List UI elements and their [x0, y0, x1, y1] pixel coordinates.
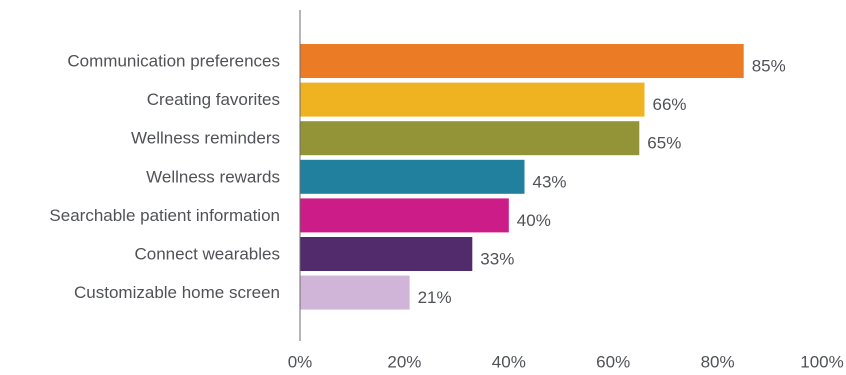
bar-6 [300, 237, 473, 271]
bar-7 [300, 275, 410, 310]
category-label: Wellness rewards [146, 167, 280, 186]
category-label: Wellness reminders [131, 129, 280, 148]
bar-2 [300, 82, 645, 117]
bar-1 [300, 44, 744, 78]
value-label: 43% [533, 172, 567, 191]
x-tick-label: 20% [387, 353, 421, 372]
category-label: Connect wearables [134, 245, 280, 264]
category-label: Searchable patient information [49, 206, 280, 225]
bar-4 [300, 159, 525, 194]
value-label: 40% [517, 211, 551, 230]
category-label: Communication preferences [67, 52, 280, 71]
value-label: 21% [418, 288, 452, 307]
x-tick-label: 80% [701, 353, 735, 372]
bar-5 [300, 198, 509, 233]
x-ticks-group: 0% 20% 40% 60% 80% 100% [288, 353, 844, 372]
category-label: Creating favorites [147, 90, 280, 109]
x-tick-label: 0% [288, 353, 313, 372]
value-label: 85% [752, 57, 786, 76]
category-label: Customizable home screen [74, 283, 280, 302]
bar-3 [300, 121, 640, 156]
value-label: 65% [647, 134, 681, 153]
bars-group: Communication preferences 85% Creating fav… [49, 44, 786, 310]
x-tick-label: 40% [492, 353, 526, 372]
value-label: 33% [480, 250, 514, 269]
x-tick-label: 60% [596, 353, 630, 372]
x-tick-label: 100% [800, 353, 843, 372]
value-label: 66% [653, 95, 687, 114]
